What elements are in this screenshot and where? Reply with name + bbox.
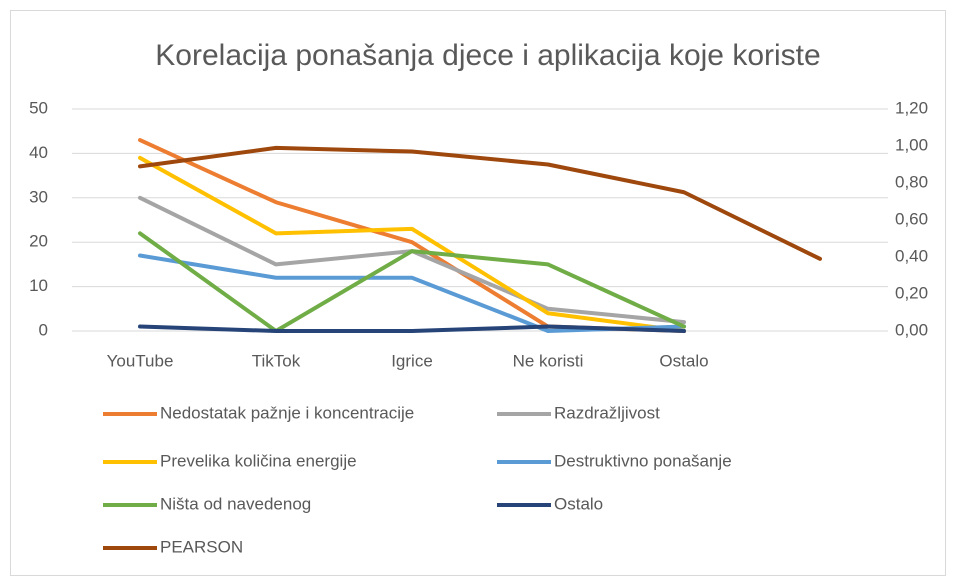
legend-label: Destruktivno ponašanje	[554, 451, 732, 470]
legend-label: Nedostatak pažnje i koncentracije	[160, 403, 414, 422]
y-tick-label: 20	[29, 232, 48, 251]
legend-label: Ostalo	[554, 494, 603, 513]
x-tick-label: Ne koristi	[513, 351, 584, 370]
y2-tick-label: 1,20	[895, 98, 928, 117]
legend-label: Prevelika količina energije	[160, 451, 357, 470]
legend-label: Ništa od navedenog	[160, 494, 311, 513]
y-tick-label: 40	[29, 143, 48, 162]
y-tick-label: 0	[39, 320, 48, 339]
y2-tick-label: 0,00	[895, 320, 928, 339]
x-tick-label: Ostalo	[659, 351, 708, 370]
series-line	[138, 231, 686, 333]
y2-tick-label: 1,00	[895, 135, 928, 154]
y-tick-label: 30	[29, 187, 48, 206]
legend-label: PEARSON	[160, 537, 243, 556]
x-tick-label: Igrice	[391, 351, 433, 370]
y-tick-label: 50	[29, 98, 48, 117]
series-line	[138, 145, 822, 261]
chart-title: Korelacija ponašanja djece i aplikacija …	[155, 39, 820, 72]
y2-tick-label: 0,20	[895, 283, 928, 302]
legend-label: Razdražljivost	[554, 403, 660, 422]
y-tick-label: 10	[29, 276, 48, 295]
series-line	[138, 324, 686, 333]
y2-tick-label: 0,40	[895, 246, 928, 265]
y2-tick-label: 0,80	[895, 172, 928, 191]
x-tick-label: TikTok	[252, 351, 301, 370]
series-line	[138, 155, 686, 333]
chart-border	[10, 10, 946, 576]
y2-tick-label: 0,60	[895, 209, 928, 228]
x-tick-label: YouTube	[107, 351, 174, 370]
